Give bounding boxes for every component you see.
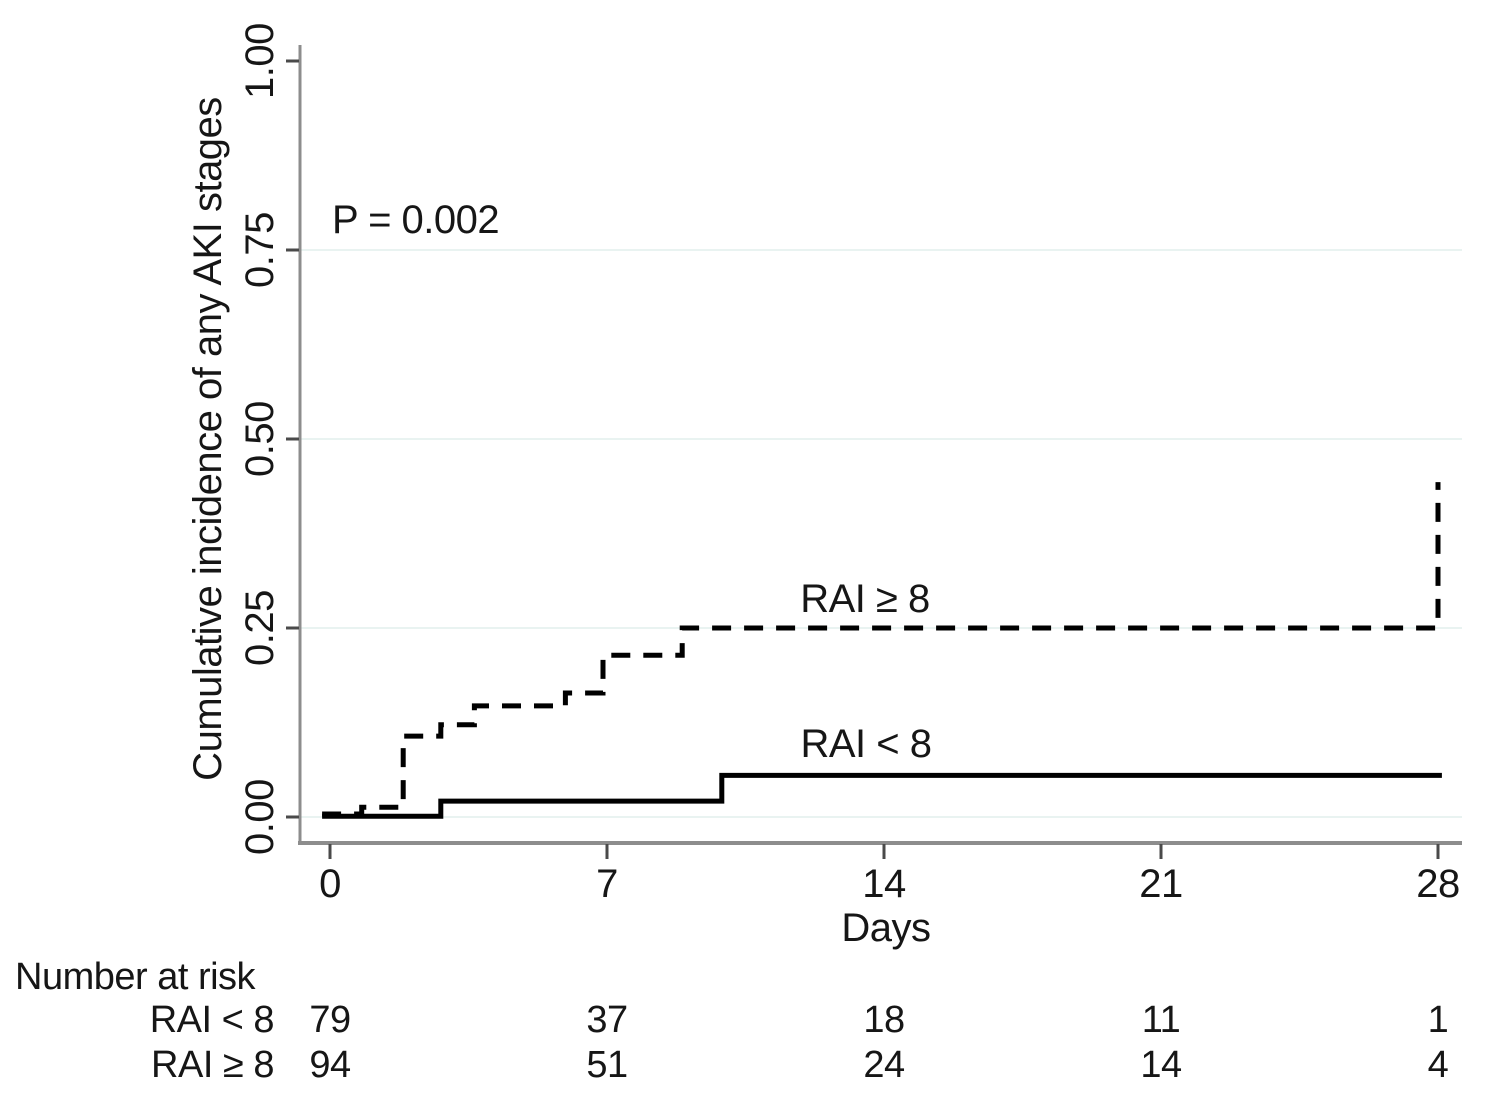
- y-tick-label: 0.25: [238, 590, 282, 666]
- series-rai-ge8-curve: [322, 482, 1441, 817]
- x-tick-label: 0: [319, 862, 341, 906]
- y-tick-label: 0.00: [238, 779, 282, 855]
- risk-count: 79: [309, 999, 350, 1041]
- x-axis-title: Days: [841, 906, 930, 950]
- risk-count: 1: [1428, 999, 1449, 1041]
- risk-count: 94: [309, 1044, 351, 1086]
- x-tick-label: 14: [862, 862, 906, 906]
- risk-count: 18: [863, 999, 904, 1041]
- risk-row-label-lt8: RAI < 8: [150, 999, 274, 1041]
- risk-count: 24: [863, 1044, 905, 1086]
- x-ticks: 0 7 14 21 28: [319, 844, 1460, 906]
- risk-row-label-ge8: RAI ≥ 8: [151, 1044, 274, 1086]
- risk-count: 14: [1140, 1044, 1182, 1086]
- risk-count: 37: [586, 999, 627, 1041]
- y-tick-label: 1.00: [238, 23, 282, 99]
- series-rai-lt8-curve: [322, 772, 1442, 819]
- p-value-annotation: P = 0.002: [332, 198, 499, 242]
- x-tick-label: 21: [1139, 862, 1183, 906]
- risk-table-counts: 79 37 18 11 194 51 24 14 4: [309, 999, 1449, 1086]
- x-tick-label: 7: [596, 862, 618, 906]
- series-rai-lt8-label: RAI < 8: [800, 722, 931, 766]
- x-tick-label: 28: [1416, 862, 1460, 906]
- risk-count: 11: [1142, 999, 1180, 1041]
- y-axis-title: Cumulative incidence of any AKI stages: [186, 97, 230, 781]
- y-ticks: 0.00 0.25 0.50 0.75 1.00: [238, 23, 299, 855]
- series-rai-ge8-label: RAI ≥ 8: [800, 577, 930, 621]
- risk-count: 4: [1428, 1044, 1449, 1086]
- risk-table-title: Number at risk: [15, 956, 257, 998]
- risk-count: 51: [586, 1044, 627, 1086]
- y-tick-label: 0.75: [238, 212, 282, 288]
- y-tick-label: 0.50: [238, 401, 282, 477]
